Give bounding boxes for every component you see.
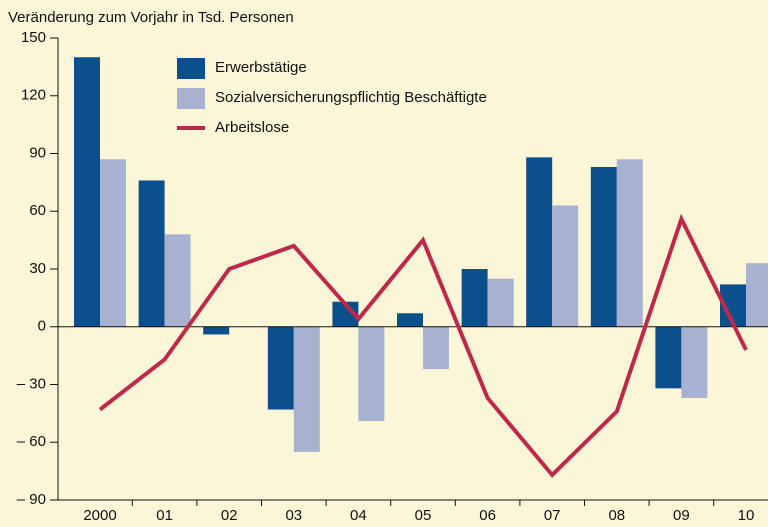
y-tick-label: 120 [21,87,46,104]
x-tick-label: 04 [350,507,367,524]
x-tick-label: 08 [608,507,625,524]
bar [397,313,423,327]
bar [100,159,126,327]
y-tick-label: 90 [29,144,46,161]
bar [746,263,768,327]
y-tick-label: 150 [21,29,46,46]
legend-swatch [177,88,205,109]
legend-label: Erwerbstätige [215,59,307,76]
x-tick-label: 01 [156,507,173,524]
bar [423,326,449,370]
bar [293,326,320,452]
bar [526,157,553,327]
legend-label: Arbeitslose [215,119,289,136]
y-tick-label: 30 [29,260,46,277]
x-tick-label: 07 [544,507,561,524]
bar [681,326,708,398]
x-tick-label: 09 [673,507,690,524]
x-tick-label: 02 [221,507,238,524]
bar [203,326,230,335]
bar [461,269,488,327]
bar [487,278,514,327]
bar [164,234,191,327]
x-tick-label: 06 [479,507,496,524]
bar [655,326,682,389]
line [98,213,748,478]
x-tick-label: 03 [285,507,302,524]
bar [138,180,165,327]
y-tick-label: – 30 [17,375,46,392]
bar [267,326,294,410]
legend-swatch [177,58,205,79]
bar [74,57,100,327]
bar [590,166,617,327]
chart-title: Veränderung zum Vorjahr in Tsd. Personen [8,9,294,26]
y-tick-label: – 90 [17,491,46,508]
y-tick-label: 0 [38,318,46,335]
bar [358,326,385,422]
y-tick-label: – 60 [17,433,46,450]
x-tick-label: 10 [738,507,755,524]
bar [552,205,579,327]
x-tick-label: 05 [415,507,432,524]
legend-label: Sozialversicherungspflichtig Beschäftigt… [215,89,487,106]
y-tick-label: 60 [29,202,46,219]
x-tick-label: 2000 [83,507,116,524]
bar [616,159,643,327]
